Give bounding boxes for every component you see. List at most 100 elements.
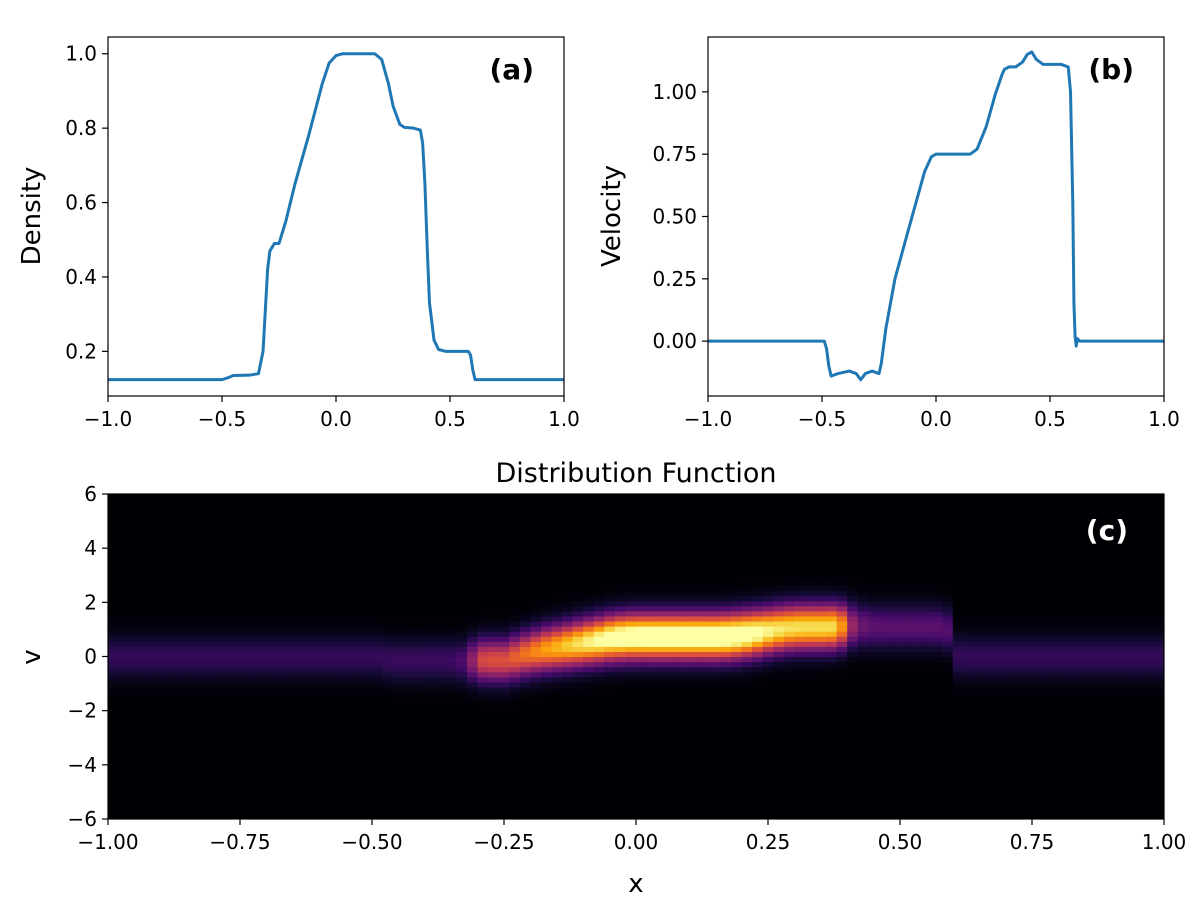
heatmap-cell — [150, 595, 162, 602]
heatmap-cell — [752, 600, 764, 607]
heatmap-cell — [699, 722, 711, 729]
heatmap-cell — [836, 539, 848, 546]
heatmap-cell — [773, 808, 785, 815]
heatmap-cell — [319, 727, 331, 734]
heatmap-cell — [393, 590, 405, 597]
heatmap-cell — [614, 778, 627, 785]
heatmap-cell — [435, 600, 447, 607]
heatmap-cell — [498, 529, 510, 536]
heatmap-cell — [372, 529, 384, 536]
heatmap-cell — [435, 666, 447, 673]
heatmap-cell — [720, 798, 732, 805]
heatmap-cell — [752, 575, 764, 581]
heatmap-cell — [393, 504, 405, 510]
heatmap-cell — [150, 585, 162, 592]
heatmap-cell — [203, 560, 215, 566]
heatmap-cell — [129, 656, 141, 663]
heatmap-cell — [139, 499, 151, 505]
heatmap-cell — [298, 722, 310, 729]
heatmap-cell — [160, 773, 172, 779]
heatmap-cell — [329, 646, 341, 653]
heatmap-cell — [540, 686, 553, 693]
x-tick-label: 0.0 — [320, 407, 352, 431]
heatmap-cell — [646, 712, 658, 719]
heatmap-cell — [435, 615, 447, 622]
heatmap-cell — [657, 752, 669, 759]
heatmap-cell — [562, 763, 574, 769]
heatmap-cell — [445, 605, 458, 612]
heatmap-cell — [498, 712, 510, 719]
heatmap-cell — [498, 641, 510, 647]
heatmap-cell — [857, 793, 869, 800]
heatmap-cell — [414, 732, 426, 739]
heatmap-cell — [731, 575, 743, 581]
heatmap-cell — [213, 737, 225, 744]
heatmap-cell — [530, 798, 542, 805]
heatmap-cell — [889, 793, 901, 800]
heatmap-cell — [614, 534, 627, 541]
heatmap-cell — [783, 610, 795, 617]
heatmap-cell — [868, 813, 880, 819]
heatmap-cell — [741, 671, 753, 678]
heatmap-cell — [540, 580, 553, 587]
heatmap-cell — [857, 707, 869, 713]
heatmap-cell — [783, 707, 795, 713]
heatmap-cell — [878, 676, 891, 683]
heatmap-cell — [836, 570, 848, 576]
heatmap-cell — [255, 504, 267, 510]
heatmap-cell — [150, 620, 162, 627]
heatmap-cell — [171, 692, 183, 698]
heatmap-cell — [752, 722, 764, 729]
heatmap-cell — [636, 717, 648, 724]
heatmap-cell — [308, 737, 320, 744]
heatmap-cell — [847, 641, 859, 647]
heatmap-cell — [192, 681, 204, 688]
heatmap-cell — [667, 732, 679, 739]
heatmap-cell — [889, 717, 901, 724]
heatmap-cell — [699, 499, 711, 505]
heatmap-cell — [350, 565, 363, 571]
heatmap-cell — [255, 803, 267, 810]
heatmap-cell — [910, 742, 922, 749]
y-tick-label: 0.75 — [652, 142, 697, 166]
heatmap-cell — [181, 717, 194, 724]
heatmap-cell — [688, 646, 700, 653]
heatmap-cell — [900, 783, 912, 790]
heatmap-cell — [160, 615, 172, 622]
heatmap-cell — [488, 808, 500, 815]
heatmap-cell — [319, 610, 331, 617]
heatmap-cell — [245, 519, 257, 526]
heatmap-cell — [688, 529, 700, 536]
heatmap-cell — [815, 560, 827, 566]
heatmap-cell — [868, 529, 880, 536]
heatmap-cell — [424, 712, 436, 719]
heatmap-cell — [741, 539, 753, 546]
heatmap-cell — [424, 692, 436, 698]
heatmap-cell — [878, 651, 891, 658]
heatmap-cell — [910, 615, 922, 622]
heatmap-cell — [329, 808, 341, 815]
heatmap-cell — [572, 661, 584, 668]
heatmap-cell — [878, 737, 891, 744]
heatmap-cell — [562, 778, 574, 785]
heatmap-cell — [699, 702, 711, 708]
heatmap-cell — [477, 717, 489, 724]
heatmap-cell — [847, 509, 859, 515]
heatmap-cell — [266, 737, 278, 744]
heatmap-cell — [192, 610, 204, 617]
heatmap-cell — [403, 717, 415, 724]
heatmap-cell — [857, 717, 869, 724]
heatmap-cell — [477, 808, 489, 815]
heatmap-cell — [150, 509, 162, 515]
heatmap-cell — [773, 615, 785, 622]
heatmap-cell — [868, 722, 880, 729]
heatmap-cell — [826, 504, 838, 510]
heatmap-cell — [804, 600, 817, 607]
heatmap-cell — [509, 539, 521, 546]
heatmap-cell — [477, 600, 489, 607]
heatmap-cell — [477, 504, 489, 510]
heatmap-cell — [720, 742, 732, 749]
heatmap-cell — [287, 534, 299, 541]
heatmap-cell — [519, 783, 531, 790]
